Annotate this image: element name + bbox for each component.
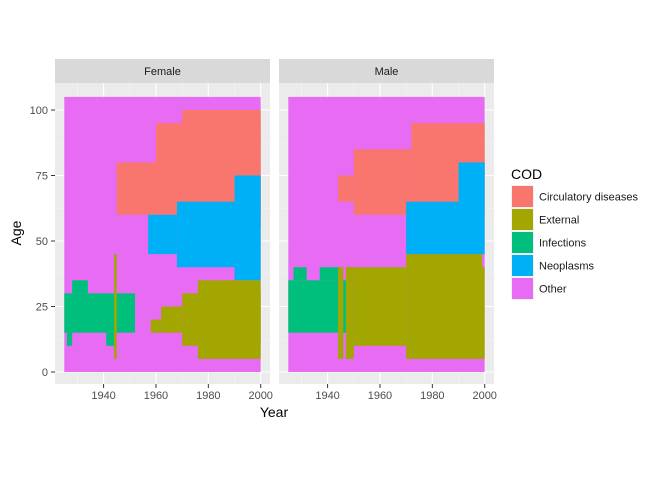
tile-region-inf [106, 332, 115, 346]
tile-region-ext [150, 319, 162, 333]
x-axis-label: Year [260, 404, 289, 420]
legend-item-neo: Neoplasms [511, 254, 595, 277]
legend-item-label: External [539, 215, 579, 227]
y-axis-label: Age [8, 220, 24, 245]
x-tick-label: 2000 [248, 390, 272, 402]
legend-key-swatch [512, 186, 533, 207]
legend-key-swatch [512, 209, 533, 230]
tile-region-neo [458, 162, 485, 255]
x-axis-title: Year [260, 404, 289, 420]
tile-region-ext [353, 267, 407, 346]
tile-region-inf [66, 332, 73, 346]
tile-region-ext [406, 254, 483, 359]
legend-title: COD [511, 166, 542, 182]
y-tick-label: 100 [30, 105, 48, 117]
tile-region-inf [319, 267, 341, 281]
legend-item-oth: Other [511, 277, 567, 300]
x-tick-label: 1960 [144, 390, 168, 402]
x-tick-label: 1980 [196, 390, 220, 402]
tile-region-inf [72, 280, 88, 294]
legend-item-ext: External [511, 208, 579, 231]
legend: COD Circulatory diseases External Infectio… [511, 166, 639, 300]
tile-region-inf [293, 267, 307, 281]
tile-region-neo [176, 201, 235, 268]
legend-key-swatch [512, 278, 533, 299]
tile-region-neo [148, 214, 177, 255]
panel-male: Male 1940 1960 1980 2000 [279, 59, 497, 402]
legend-item-inf: Infections [511, 231, 587, 254]
legend-item-label: Circulatory diseases [539, 192, 639, 204]
legend-item-circ: Circulatory diseases [511, 185, 639, 208]
y-tick-label: 0 [42, 367, 48, 379]
tile-region-neo [406, 201, 459, 255]
x-tick-label: 1940 [315, 390, 339, 402]
facet-strip-background [55, 59, 270, 83]
tile-region-inf [64, 293, 136, 333]
tile-region-circ [338, 175, 354, 202]
legend-item-label: Infections [539, 238, 587, 250]
tile-region-ext [471, 267, 485, 359]
tile-region-neo [234, 175, 261, 281]
legend-key-swatch [512, 232, 533, 253]
facet-strip-label: Male [375, 66, 399, 78]
tile-region-inf [288, 280, 354, 333]
panel-female: Female 1940 1960 1980 2000 0 25 50 75 100 [30, 59, 273, 402]
x-tick-label: 1940 [91, 390, 115, 402]
tile-region-ext [345, 267, 354, 359]
x-tick-label: 2000 [472, 390, 496, 402]
tile-region-circ [116, 162, 156, 215]
tile-region-circ [353, 149, 412, 215]
tile-region-ext [197, 280, 261, 359]
legend-item-label: Other [539, 284, 567, 296]
x-tick-label: 1960 [368, 390, 392, 402]
facet-panels: Female 1940 1960 1980 2000 0 25 50 75 100 Male 1940… [30, 59, 497, 402]
facet-strip-label: Female [144, 66, 181, 78]
y-tick-label: 50 [36, 236, 48, 248]
legend-item-label: Neoplasms [539, 261, 595, 273]
y-tick-label: 75 [36, 171, 48, 183]
tile-region-ext [161, 306, 183, 333]
tile-region-ext [338, 267, 344, 359]
facet-strip-background [279, 59, 494, 83]
y-axis-title: Age [8, 220, 24, 245]
tile-region-ext [114, 254, 117, 359]
x-tick-label: 1980 [420, 390, 444, 402]
y-tick-label: 25 [36, 302, 48, 314]
legend-key-swatch [512, 255, 533, 276]
